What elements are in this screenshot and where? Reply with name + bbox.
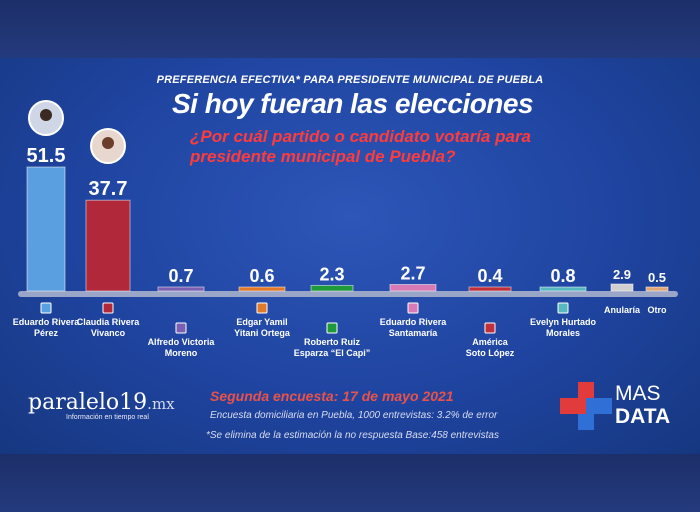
- party-logo-icon: [175, 322, 187, 334]
- survey-method: Encuesta domiciliaria en Puebla, 1000 en…: [210, 410, 498, 421]
- value-label: 0.7: [168, 266, 193, 286]
- paralelo19-suffix: .mx: [147, 395, 175, 413]
- value-label: 2.9: [613, 267, 631, 282]
- category-label: Eduardo Rivera Santamaría: [380, 317, 448, 338]
- value-label: 51.5: [27, 145, 66, 167]
- paralelo19-logo: paralelo19.mx: [28, 390, 175, 415]
- party-logo-icon: [40, 302, 52, 314]
- bar: [468, 286, 512, 292]
- masdata-cross-icon: [560, 382, 612, 430]
- bar: [645, 286, 669, 292]
- paralelo19-name: paralelo19: [28, 390, 148, 415]
- category-label: Claudia Rivera Vivanco: [77, 317, 141, 338]
- masdata-line1: MAS: [615, 382, 661, 405]
- bar: [157, 286, 205, 292]
- category-label: Alfredo Victoria Moreno: [148, 337, 216, 358]
- bar: [85, 199, 131, 292]
- masdata-line2: DATA: [615, 405, 671, 428]
- value-label: 0.6: [249, 266, 274, 286]
- bar: [539, 286, 587, 292]
- chart-question: ¿Por cuál partido o candidato votaría pa…: [190, 127, 532, 166]
- top-band: [0, 0, 700, 58]
- bar: [310, 284, 354, 292]
- survey-date: Segunda encuesta: 17 de mayo 2021: [210, 388, 454, 404]
- value-label: 0.8: [550, 266, 575, 286]
- bar: [610, 283, 634, 292]
- party-logo-icon: [484, 322, 496, 334]
- category-label: Otro: [648, 305, 668, 315]
- masdata-logo: MAS DATA: [615, 382, 670, 428]
- bar: [238, 286, 286, 292]
- bar: [389, 283, 437, 292]
- value-label: 37.7: [89, 178, 128, 200]
- value-label: 2.3: [319, 264, 344, 284]
- category-label: Eduardo Rivera Pérez: [13, 317, 81, 338]
- party-logo-icon: [407, 302, 419, 314]
- value-label: 2.7: [400, 263, 425, 283]
- survey-note: *Se elimina de la estimación la no respu…: [206, 430, 499, 441]
- paralelo19-tagline: Información en tiempo real: [66, 414, 149, 421]
- baseline-axis: [18, 291, 678, 297]
- value-label: 0.4: [477, 266, 502, 286]
- chart-subtitle: PREFERENCIA EFECTIVA* PARA PRESIDENTE MU…: [156, 74, 544, 86]
- category-label: América Soto López: [466, 337, 515, 358]
- candidate-head-icon: [102, 137, 114, 149]
- bottom-band: [0, 454, 700, 512]
- chart-title: Si hoy fueran las elecciones: [172, 88, 534, 119]
- category-label: Roberto Ruiz Esparza “El Capi”: [294, 337, 371, 358]
- category-label: Anularía: [604, 305, 641, 315]
- party-logo-icon: [326, 322, 338, 334]
- category-label: Evelyn Hurtado Morales: [530, 317, 597, 338]
- candidate-head-icon: [40, 109, 52, 121]
- party-logo-icon: [256, 302, 268, 314]
- bar: [26, 166, 66, 292]
- category-label: Edgar Yamil Yitani Ortega: [234, 317, 291, 338]
- party-logo-icon: [102, 302, 114, 314]
- party-logo-icon: [557, 302, 569, 314]
- value-label: 0.5: [648, 270, 666, 285]
